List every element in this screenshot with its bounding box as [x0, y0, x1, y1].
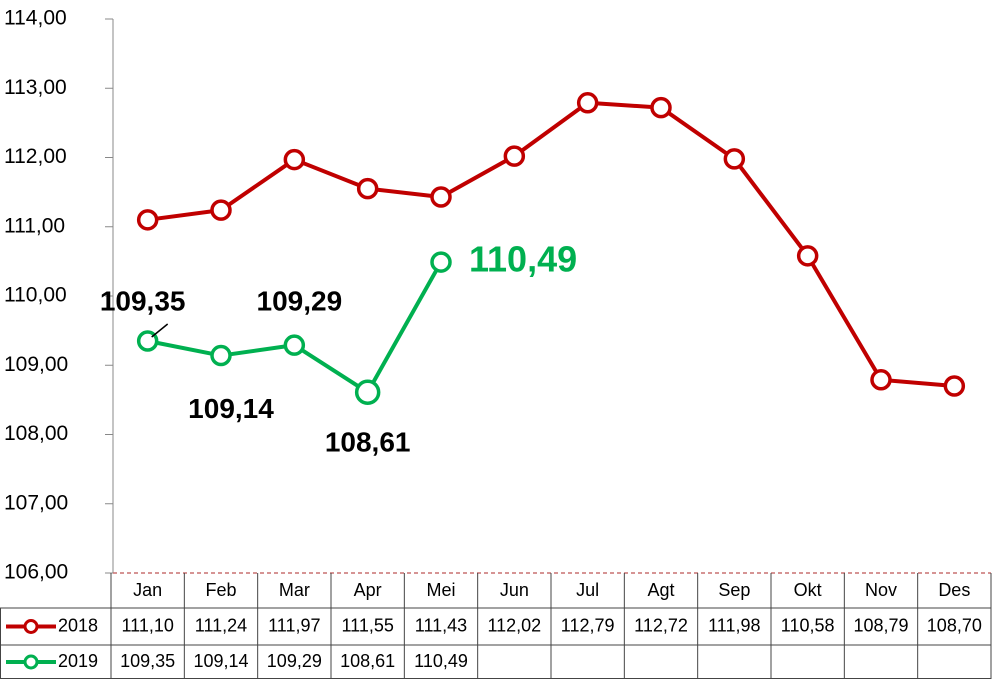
point [354, 379, 381, 406]
point [210, 344, 232, 367]
legend-marker [23, 619, 39, 634]
y-tick-label: 109,00 [4, 353, 68, 376]
point [796, 245, 819, 267]
leader-line [151, 323, 169, 338]
x-tick-label: Feb [205, 580, 236, 600]
y-tick-label: 112,00 [4, 145, 67, 168]
x-tick-label: Mei [426, 580, 455, 600]
point [576, 92, 599, 114]
point [356, 177, 379, 200]
table-cell: 111,43 [415, 615, 467, 635]
y-tick-label: 108,00 [4, 422, 68, 445]
x-tick-label: Des [938, 580, 970, 600]
point [430, 186, 452, 208]
point [723, 148, 746, 170]
y-tick-label: 114,00 [4, 7, 67, 30]
x-tick-label: Okt [794, 580, 822, 600]
table-cell: 111,10 [121, 615, 173, 635]
series-line [147, 261, 443, 395]
table-cell: 109,35 [120, 651, 175, 671]
point [870, 369, 892, 391]
table-cell: 112,72 [634, 615, 688, 635]
data-label: 109,35 [100, 285, 186, 316]
table-cell: 112,02 [487, 615, 541, 635]
data-label: 109,14 [188, 393, 274, 424]
series-line [147, 100, 955, 389]
data-label: 109,29 [257, 286, 343, 317]
y-tick-label: 111,00 [4, 214, 65, 237]
y-tick-label: 110,00 [4, 284, 67, 307]
x-tick-label: Sep [718, 580, 750, 600]
point [650, 96, 672, 119]
table-cell: 108,70 [927, 615, 982, 635]
data-label: 110,49 [469, 239, 577, 280]
table-cell: 112,79 [561, 615, 615, 635]
table-cell: 108,61 [340, 651, 395, 671]
y-tick-label: 106,00 [4, 561, 68, 584]
table-cell: 111,24 [195, 615, 247, 635]
point [430, 251, 452, 273]
point [283, 334, 306, 356]
x-tick-label: Jan [133, 580, 162, 600]
x-tick-label: Mar [279, 580, 310, 600]
table-cell: 109,29 [267, 651, 322, 671]
table-cell: 111,98 [708, 615, 760, 635]
table-cell: 111,55 [341, 615, 393, 635]
legend-label: 2018 [58, 615, 98, 635]
y-tick-label: 113,00 [4, 76, 67, 99]
point [136, 209, 159, 231]
point [503, 145, 526, 167]
point [943, 375, 966, 397]
y-tick-label: 107,00 [4, 491, 68, 514]
x-tick-label: Jun [500, 580, 529, 600]
data-label: 108,61 [325, 427, 411, 458]
legend-label: 2019 [58, 651, 98, 671]
table-cell: 110,58 [781, 615, 835, 635]
x-tick-label: Nov [865, 580, 897, 600]
point [283, 148, 306, 171]
x-tick-label: Agt [647, 580, 674, 600]
point [210, 199, 232, 221]
table-cell: 111,97 [268, 615, 320, 635]
table-cell: 110,49 [414, 651, 468, 671]
table-cell: 108,79 [853, 615, 908, 635]
x-tick-label: Apr [354, 580, 382, 600]
legend-marker [23, 654, 39, 670]
x-tick-label: Jul [576, 580, 599, 600]
table-cell: 109,14 [193, 651, 248, 671]
